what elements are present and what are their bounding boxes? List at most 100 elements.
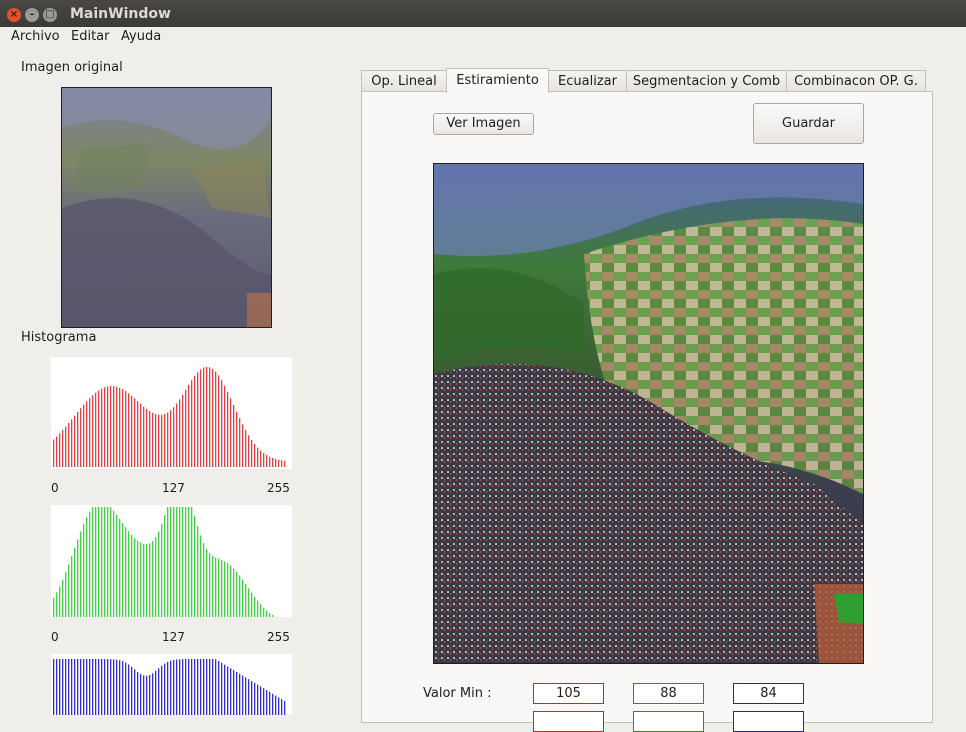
title-bar: × – □ MainWindow [0,0,966,27]
histogram-bar [254,444,255,467]
histogram-bar [152,541,153,617]
histogram-bar [221,560,222,617]
histogram-bar [173,507,174,617]
histogram-bar [155,671,156,715]
histogram-bar [257,601,258,617]
histogram-bar [272,458,273,467]
histogram-bar [203,368,204,467]
histogram-bar [101,389,102,467]
histogram-label: Histograma [21,330,96,345]
histogram-bar [188,385,189,467]
histogram-bar [86,517,87,617]
histogram-bar [80,659,81,715]
valor-min-red-field[interactable]: 105 [533,683,604,704]
histogram-bar [122,523,123,617]
histogram-bar [191,659,192,715]
histogram-bar [59,659,60,715]
stretched-image [433,163,864,664]
tab-combinacion[interactable]: Combinacon OP. G. [786,70,926,92]
histogram-bar [155,537,156,617]
histogram-bar [248,679,249,715]
histogram-bar [95,393,96,467]
histogram-bar [164,664,165,715]
minimize-icon[interactable]: – [25,8,39,22]
close-icon[interactable]: × [7,8,21,22]
histogram-bar [95,507,96,617]
histogram-bar [179,659,180,715]
ver-imagen-button[interactable]: Ver Imagen [433,113,534,135]
histogram-bar [224,562,225,617]
histogram-bar [95,659,96,715]
valor-min-blue-field[interactable]: 84 [733,683,804,704]
histogram-bar [218,559,219,617]
histogram-bar [161,415,162,467]
histogram-bar [89,398,90,467]
histogram-bar [284,461,285,467]
histogram-bar [239,575,240,617]
histogram-bar [86,401,87,467]
tab-estiramiento[interactable]: Estiramiento [446,68,549,93]
histogram-bar [254,597,255,617]
histogram-bar [152,673,153,715]
histogram-bar [128,531,129,617]
histogram-bar [191,507,192,617]
histogram-bar [71,419,72,467]
histogram-bar [116,387,117,467]
histogram-bar [170,410,171,467]
histogram-bar [53,598,54,617]
histogram-bar [206,367,207,467]
histogram-bar [101,659,102,715]
histogram-bar [80,531,81,617]
valor-max-blue-field[interactable] [733,711,804,732]
histogram-bar [209,553,210,617]
histogram-bar [230,398,231,467]
histogram-bar [56,592,57,617]
histogram-bar [143,406,144,467]
histogram-bar [182,659,183,715]
menu-editar[interactable]: Editar [71,29,110,44]
valor-max-green-field[interactable] [633,711,704,732]
menu-archivo[interactable]: Archivo [11,29,60,44]
histogram-bar [254,683,255,715]
histogram-bar [53,659,54,715]
guardar-button[interactable]: Guardar [753,103,864,144]
tab-op-lineal[interactable]: Op. Lineal [361,70,447,92]
histogram-bar [218,375,219,467]
histogram-bar [122,389,123,467]
histogram-bar [188,659,189,715]
histogram-bar [212,369,213,467]
tab-segmentacion[interactable]: Segmentacion y Comb [626,70,787,92]
histogram-bar [119,660,120,715]
histogram-bar [62,659,63,715]
histogram-bar [92,507,93,617]
histogram-bar [110,386,111,467]
histogram-bar [167,507,168,617]
histogram-bar [227,563,228,617]
valor-max-red-field[interactable] [533,711,604,732]
histogram-bar [158,668,159,715]
histogram-bar [158,531,159,617]
histogram-bar [116,660,117,715]
histogram-bar [245,584,246,617]
histogram-bar [65,572,66,617]
valor-min-green-field[interactable]: 88 [633,683,704,704]
histogram-bar [206,549,207,617]
histogram-bar [65,659,66,715]
histogram-bar [272,615,273,617]
tick-red-0: 0 [51,481,59,495]
histogram-bar [269,613,270,617]
histogram-bar [68,564,69,617]
histogram-bar [164,414,165,467]
histogram-bar [278,460,279,467]
menu-ayuda[interactable]: Ayuda [121,29,161,44]
histogram-bar [200,369,201,467]
tab-ecualizar[interactable]: Ecualizar [548,70,627,92]
histogram-bar [281,699,282,715]
histogram-bar [239,418,240,467]
histogram-bar [239,674,240,715]
histogram-bar [197,526,198,617]
maximize-icon[interactable]: □ [43,8,57,22]
histogram-bar [284,701,285,715]
histogram-bar [83,524,84,617]
histogram-bar [107,659,108,715]
